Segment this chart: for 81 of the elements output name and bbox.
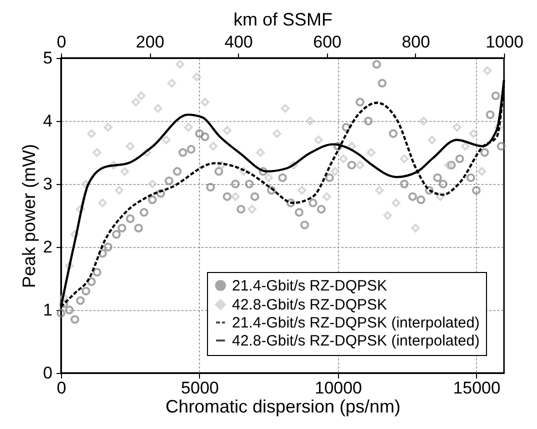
point: [87, 129, 96, 138]
x2-tick-label: 1000: [486, 32, 524, 52]
point: [339, 154, 348, 164]
legend-label: 42.8-Gbit/s RZ-DQPSK: [232, 296, 388, 314]
point: [136, 91, 146, 100]
x2-tick-label: 200: [136, 32, 164, 52]
point: [280, 104, 290, 113]
legend-label: 21.4-Gbit/s RZ-DQPSK: [232, 278, 388, 294]
point: [176, 60, 184, 69]
x2-tick-label: 400: [224, 32, 253, 52]
point: [154, 104, 162, 113]
point: [256, 148, 265, 157]
x2-tick-label: 0: [56, 32, 66, 52]
point: [104, 122, 112, 132]
point: [366, 148, 376, 157]
point: [239, 167, 248, 176]
point: [400, 154, 409, 164]
point: [200, 98, 210, 106]
point: [392, 198, 400, 208]
point: [322, 192, 332, 201]
point: [76, 204, 85, 214]
x-tick-label: 0: [56, 378, 66, 398]
point: [148, 180, 157, 188]
point: [120, 167, 130, 176]
x-tick-label: 5000: [181, 378, 219, 398]
y-tick-label: 1: [43, 300, 52, 320]
point: [330, 167, 340, 176]
point: [82, 180, 90, 188]
point: [306, 116, 315, 126]
x-tick-label: 10000: [314, 378, 362, 398]
point: [64, 262, 74, 270]
point: [452, 122, 462, 132]
point: [460, 142, 470, 151]
legend-label: 42.8-Gbit/s RZ-DQPSK (interpolated): [232, 332, 480, 350]
point: [222, 126, 232, 135]
point: [436, 192, 445, 201]
point: [375, 186, 384, 195]
point: [142, 148, 152, 157]
point: [483, 66, 492, 75]
point: [248, 204, 256, 214]
point: [419, 116, 428, 126]
point: [167, 78, 176, 88]
y-tick-label: 0: [43, 364, 52, 382]
point: [264, 173, 274, 182]
x2-tick-label: 600: [313, 32, 342, 52]
point: [477, 167, 486, 176]
point: [428, 136, 436, 144]
point: [444, 160, 453, 170]
point: [494, 122, 503, 132]
point: [272, 129, 282, 138]
point: [217, 160, 226, 170]
point: [109, 160, 118, 170]
point: [192, 72, 202, 82]
x-axis-title: Chromatic dispersion (ps/nm): [165, 396, 401, 416]
point: [469, 129, 478, 138]
x2-axis-title: km of SSMF: [233, 10, 333, 30]
y-tick-label: 2: [43, 238, 52, 256]
point: [298, 186, 306, 195]
point: [314, 136, 323, 144]
point: [114, 186, 124, 195]
y-axis-title: Peak power (mW): [19, 144, 40, 288]
point: [184, 122, 193, 132]
point: [162, 136, 171, 144]
point: [131, 98, 140, 106]
point: [70, 230, 80, 239]
point: [59, 293, 68, 302]
legend-label: 21.4-Gbit/s RZ-DQPSK (interpolated): [232, 314, 480, 332]
point: [289, 160, 298, 170]
point: [208, 142, 218, 151]
point: [411, 224, 420, 232]
point: [356, 160, 364, 170]
x2-tick-label: 800: [402, 32, 430, 52]
point: [126, 142, 135, 151]
point: [98, 198, 107, 208]
y-tick-label: 4: [43, 112, 52, 130]
point: [231, 192, 240, 201]
y-tick-label: 3: [43, 174, 52, 194]
y-tick-label: 5: [43, 48, 52, 68]
x-tick-label: 15000: [453, 378, 500, 398]
point: [92, 148, 102, 157]
point: [383, 211, 392, 220]
